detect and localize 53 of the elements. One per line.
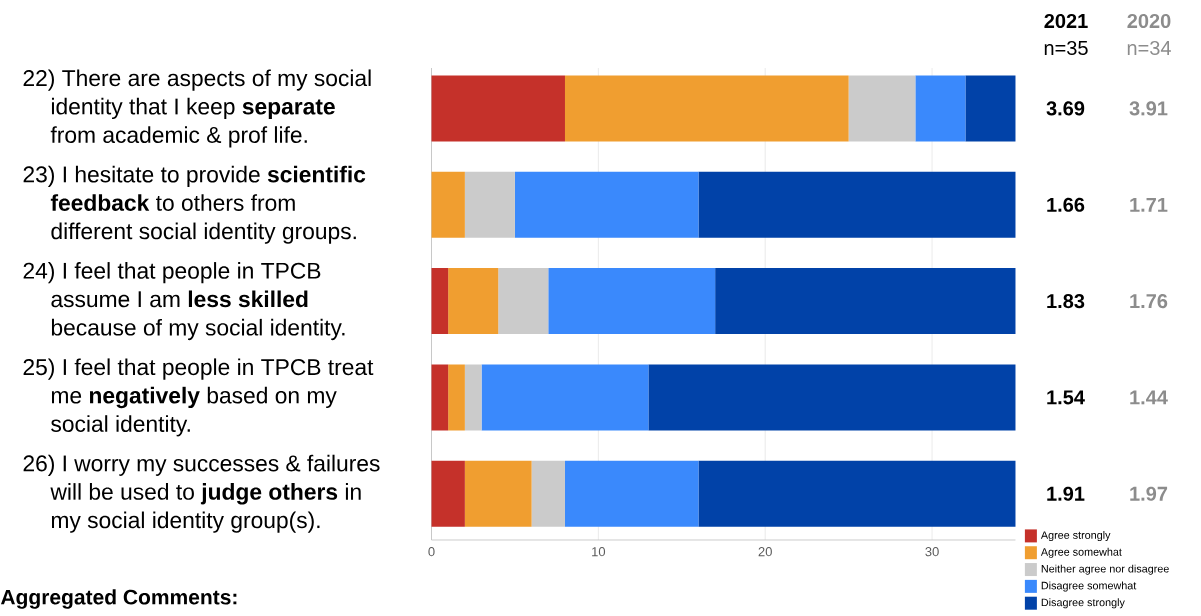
category-label: 26) I worry my successes & failures will be used to judge others in my social identity group(s). [23, 454, 380, 533]
text: 1.66 [1047, 197, 1085, 212]
bar [464, 171, 515, 238]
y-tick-label: 22) There are aspects of my social identity that I keep separate from academic & prof life. [23, 69, 371, 148]
text: 2021 [1044, 13, 1088, 29]
bar [431, 460, 465, 527]
text: 1.91 [1047, 486, 1085, 501]
bar [448, 364, 465, 431]
x-tick-label: 10 [592, 547, 606, 557]
bar [564, 75, 849, 142]
bar [498, 268, 549, 335]
bar [915, 75, 966, 142]
legend-label: Disagree strongly [1041, 598, 1125, 609]
bar [514, 171, 699, 238]
bar [481, 364, 649, 431]
x-tick-label: 0 [428, 547, 435, 557]
x-tick-label: 30 [925, 547, 939, 557]
text: 1.44 [1130, 390, 1168, 405]
text: 2020 [1127, 13, 1171, 29]
text: Aggregated Comments: [0, 589, 237, 609]
bar [848, 75, 916, 142]
bar [448, 268, 499, 335]
category-label: 23) I hesitate to provide scientific feedback to others from different social identity groups. [23, 165, 366, 244]
bar [431, 268, 449, 335]
bar [464, 364, 482, 431]
bar [431, 364, 449, 431]
bar [715, 268, 1016, 335]
bar [698, 460, 1016, 527]
bar [464, 460, 532, 527]
text: 3.69 [1046, 101, 1085, 116]
bar [548, 268, 716, 335]
text: n=34 [1127, 40, 1171, 56]
x-tick-label: 20 [758, 547, 772, 557]
text: 1.71 [1130, 197, 1168, 212]
legend-label: Disagree somewhat [1041, 581, 1137, 592]
text: 3.91 [1129, 101, 1168, 116]
bar [564, 460, 699, 527]
y-tick-label: 24) I feel that people in TPCB assume I am less skilled because of my social identity. [23, 262, 345, 341]
bar [648, 364, 1016, 431]
bar [431, 171, 465, 238]
legend-label: Agree strongly [1040, 531, 1111, 542]
y-tick-label: 25) I feel that people in TPCB treat me negatively based on my social identity. [23, 358, 374, 437]
bar [531, 460, 565, 527]
bar [965, 75, 1016, 142]
bar [431, 75, 565, 142]
text: 1.83 [1047, 294, 1085, 309]
text: 1.54 [1047, 390, 1085, 405]
text: n=35 [1044, 40, 1088, 56]
legend-label: Neither agree nor disagree [1041, 564, 1169, 575]
text: 1.76 [1130, 294, 1168, 309]
text: 1.97 [1130, 486, 1168, 501]
bar [698, 171, 1016, 238]
legend-label: Agree somewhat [1040, 547, 1122, 558]
